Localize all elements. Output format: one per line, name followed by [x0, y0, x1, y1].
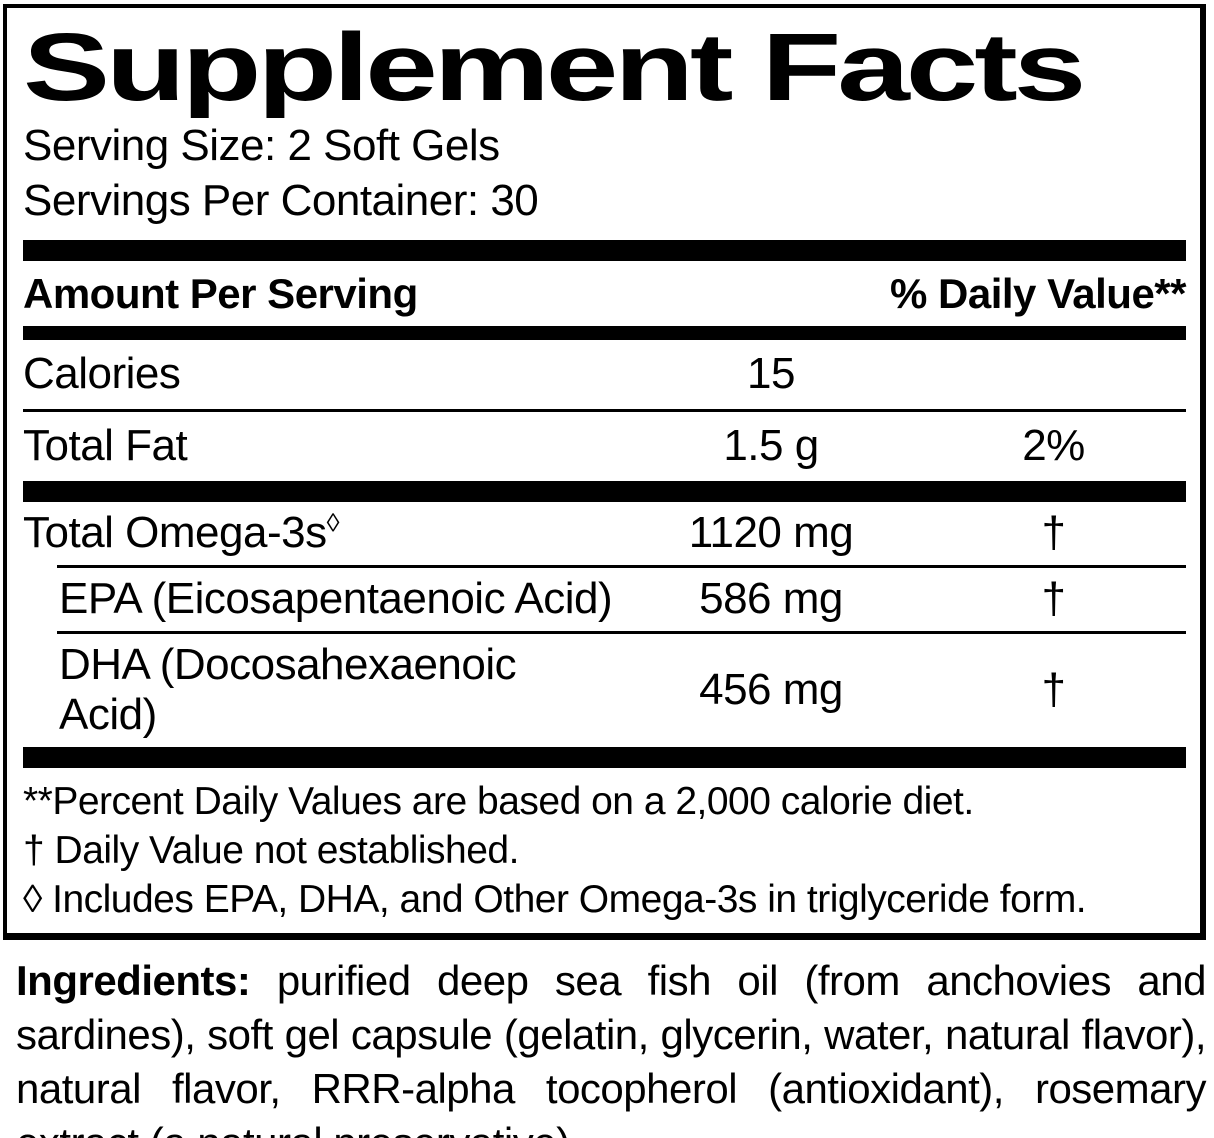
- thick-divider-top: [23, 240, 1186, 261]
- ingredients-paragraph: Ingredients: purified deep sea fish oil …: [16, 954, 1207, 1138]
- row-dha: DHA (Docosahexaenoic Acid) 456 mg †: [23, 634, 1186, 747]
- nutrient-amount: 456 mg: [699, 665, 843, 714]
- ingredients-text: purified deep sea fish oil (from anchovi…: [16, 957, 1207, 1138]
- nutrient-dv: 2%: [1022, 421, 1085, 470]
- thick-divider-middle: [23, 481, 1186, 502]
- footnote-dagger: † Daily Value not established.: [23, 829, 519, 872]
- row-epa: EPA (Eicosapentaenoic Acid) 586 mg †: [23, 568, 1186, 631]
- thin-divider: [23, 409, 1186, 412]
- supplement-facts-panel: Supplement Facts Serving Size: 2 Soft Ge…: [3, 4, 1206, 940]
- nutrient-amount: 15: [747, 349, 795, 398]
- nutrient-dv-dagger: †: [1041, 665, 1066, 714]
- nutrient-amount: 586 mg: [699, 574, 843, 623]
- lozenge-footnote-mark: ◊: [326, 507, 340, 538]
- nutrient-name: DHA (Docosahexaenoic Acid): [59, 640, 517, 739]
- medium-divider: [23, 326, 1186, 340]
- amount-per-serving-header: Amount Per Serving: [23, 270, 418, 317]
- row-total-omega3: Total Omega-3s◊ 1120 mg †: [23, 502, 1186, 565]
- nutrient-name: Total Omega-3s◊: [23, 507, 340, 557]
- nutrient-name: EPA (Eicosapentaenoic Acid): [59, 574, 613, 623]
- indented-divider: [57, 565, 1186, 568]
- nutrient-dv-dagger: †: [1041, 508, 1066, 557]
- serving-size: Serving Size: 2 Soft Gels: [23, 121, 500, 170]
- panel-title-wrap: Supplement Facts: [23, 8, 1186, 118]
- nutrient-name: Calories: [23, 349, 181, 398]
- servings-per-container: Servings Per Container: 30: [23, 176, 539, 225]
- footnotes: **Percent Daily Values are based on a 2,…: [23, 768, 1186, 933]
- serving-info: Serving Size: 2 Soft Gels Servings Per C…: [23, 118, 1186, 240]
- nutrient-amount: 1120 mg: [688, 508, 854, 557]
- nutrient-dv-dagger: †: [1041, 574, 1066, 623]
- ingredients-label: Ingredients:: [16, 957, 251, 1004]
- column-header-row: Amount Per Serving % Daily Value**: [23, 261, 1187, 326]
- row-total-fat: Total Fat 1.5 g 2%: [23, 412, 1186, 481]
- row-calories: Calories 15: [23, 340, 1186, 409]
- footnote-lozenge: ◊ Includes EPA, DHA, and Other Omega-3s …: [23, 878, 1087, 921]
- nutrient-amount: 1.5 g: [723, 421, 819, 470]
- daily-value-header: % Daily Value**: [890, 270, 1187, 317]
- panel-title: Supplement Facts: [23, 14, 1086, 118]
- footnote-percent-dv: **Percent Daily Values are based on a 2,…: [23, 780, 974, 823]
- nutrient-name: Total Fat: [23, 421, 188, 470]
- indented-divider: [57, 631, 1186, 634]
- thick-divider-bottom: [23, 747, 1186, 768]
